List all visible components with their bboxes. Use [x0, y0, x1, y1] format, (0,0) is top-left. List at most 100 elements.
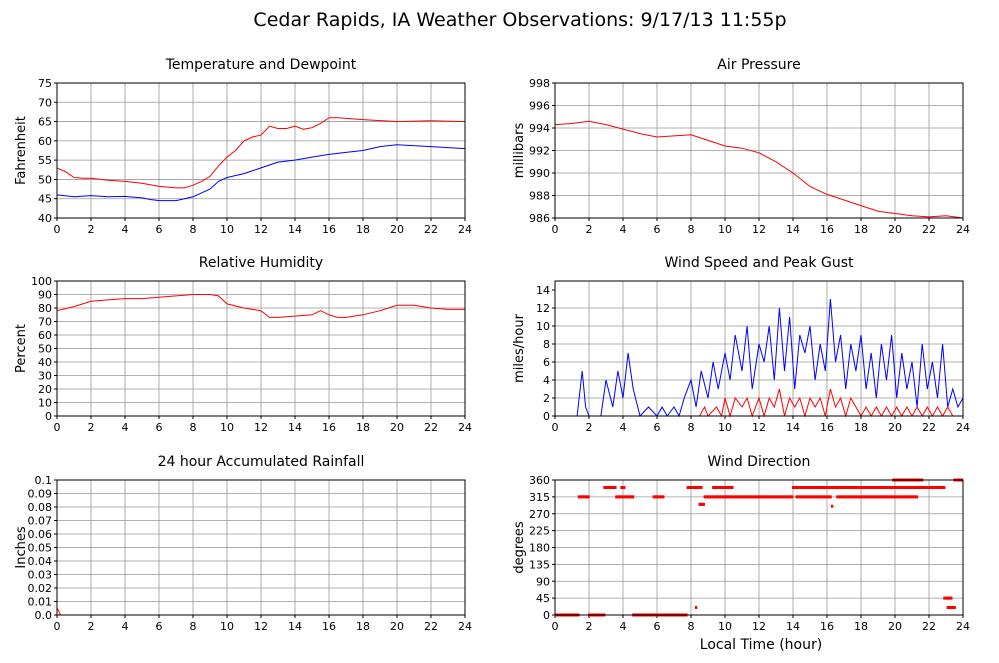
- direction-direction-point: [893, 495, 896, 499]
- direction-direction-point: [881, 486, 885, 489]
- humidity-y-tick-label: 100: [31, 275, 52, 288]
- direction-direction-point: [819, 495, 823, 499]
- direction-direction-point: [952, 606, 955, 609]
- direction-direction-point: [733, 495, 737, 499]
- wind-plot-frame: [554, 280, 964, 417]
- humidity-y-tick-label: 80: [38, 302, 52, 315]
- humidity-x-tick-label: 2: [88, 421, 95, 434]
- direction-direction-point: [899, 486, 902, 489]
- direction-direction-point: [725, 495, 729, 499]
- direction-direction-point: [617, 495, 621, 499]
- direction-direction-point: [692, 486, 695, 489]
- direction-direction-point: [719, 495, 723, 499]
- temp-y-axis-label: Fahrenheit: [14, 116, 29, 185]
- direction-direction-point: [883, 495, 887, 499]
- direction-direction-point: [737, 495, 741, 499]
- pressure-x-tick-label: 4: [620, 223, 627, 236]
- direction-direction-point: [913, 486, 916, 489]
- direction-direction-point: [610, 486, 613, 489]
- rain-x-tick-label: 24: [458, 620, 472, 633]
- direction-title: Wind Direction: [708, 454, 811, 470]
- direction-direction-point: [770, 495, 773, 499]
- direction-direction-point: [731, 486, 734, 489]
- direction-direction-point: [930, 486, 934, 489]
- pressure-x-tick-label: 18: [854, 223, 868, 236]
- direction-direction-point: [799, 495, 802, 499]
- direction-direction-point: [717, 486, 720, 489]
- direction-direction-point: [862, 495, 865, 499]
- direction-direction-point: [933, 486, 936, 489]
- direction-direction-point: [853, 495, 857, 499]
- pressure-x-tick-label: 24: [956, 223, 970, 236]
- direction-direction-point: [911, 495, 915, 499]
- direction-direction-point: [886, 495, 889, 499]
- humidity-x-tick-label: 18: [356, 421, 370, 434]
- direction-direction-point: [776, 495, 779, 499]
- direction-x-tick-label: 0: [552, 620, 559, 633]
- rain-y-tick-label: 0.05: [28, 542, 53, 555]
- humidity-y-tick-label: 90: [38, 289, 52, 302]
- direction-direction-point: [732, 495, 735, 499]
- direction-direction-point: [703, 495, 706, 499]
- direction-direction-point: [845, 495, 849, 499]
- direction-direction-point: [621, 486, 625, 489]
- direction-direction-point: [826, 486, 829, 489]
- direction-direction-point: [908, 486, 912, 489]
- direction-direction-point: [898, 495, 902, 499]
- direction-direction-point: [864, 495, 868, 499]
- direction-direction-point: [840, 495, 843, 499]
- direction-direction-point: [870, 486, 874, 489]
- direction-direction-point: [771, 495, 775, 499]
- pressure-y-axis-label: millibars: [512, 123, 527, 179]
- direction-direction-point: [917, 486, 920, 489]
- direction-direction-point: [827, 486, 830, 489]
- direction-direction-point: [796, 495, 800, 499]
- direction-direction-point: [713, 495, 716, 499]
- humidity-x-tick-label: 0: [54, 421, 61, 434]
- direction-direction-point: [926, 486, 930, 489]
- temp-y-tick-label: 40: [38, 212, 52, 225]
- rain-x-tick-label: 10: [220, 620, 234, 633]
- direction-y-tick-label: 225: [529, 525, 550, 538]
- direction-direction-point: [872, 495, 876, 499]
- direction-x-tick-label: 18: [854, 620, 868, 633]
- direction-direction-point: [870, 495, 873, 499]
- direction-direction-point: [910, 486, 913, 489]
- wind-x-tick-label: 12: [752, 421, 766, 434]
- direction-direction-point: [871, 495, 874, 499]
- direction-direction-point: [879, 486, 882, 489]
- rain-plot-frame: [56, 479, 466, 616]
- direction-direction-point: [840, 486, 844, 489]
- direction-direction-point: [750, 495, 753, 499]
- direction-direction-point: [585, 495, 589, 499]
- temp-series-1-line: [57, 144, 465, 202]
- direction-x-tick-label: 10: [718, 620, 732, 633]
- direction-direction-point: [794, 486, 798, 489]
- direction-direction-point: [860, 495, 864, 499]
- direction-direction-point: [868, 486, 871, 489]
- rain-y-tick-label: 0.06: [28, 528, 53, 541]
- direction-direction-point: [735, 495, 738, 499]
- direction-direction-point: [838, 495, 842, 499]
- direction-direction-point: [872, 486, 875, 489]
- direction-direction-point: [800, 495, 804, 499]
- direction-direction-point: [869, 486, 872, 489]
- direction-direction-point: [606, 486, 609, 489]
- direction-direction-point: [895, 486, 898, 489]
- direction-direction-point: [626, 495, 629, 499]
- direction-direction-point: [721, 495, 724, 499]
- temp-y-tick-label: 55: [38, 154, 52, 167]
- direction-direction-point: [806, 495, 809, 499]
- direction-direction-point: [700, 486, 703, 489]
- humidity-y-tick-label: 10: [38, 397, 52, 410]
- direction-direction-point: [819, 486, 822, 489]
- direction-direction-point: [766, 495, 769, 499]
- direction-direction-point: [607, 486, 610, 489]
- direction-direction-point: [846, 486, 849, 489]
- direction-direction-point: [716, 486, 719, 489]
- rain-x-tick-label: 2: [88, 620, 95, 633]
- direction-direction-point: [652, 495, 655, 499]
- direction-direction-point: [804, 495, 808, 499]
